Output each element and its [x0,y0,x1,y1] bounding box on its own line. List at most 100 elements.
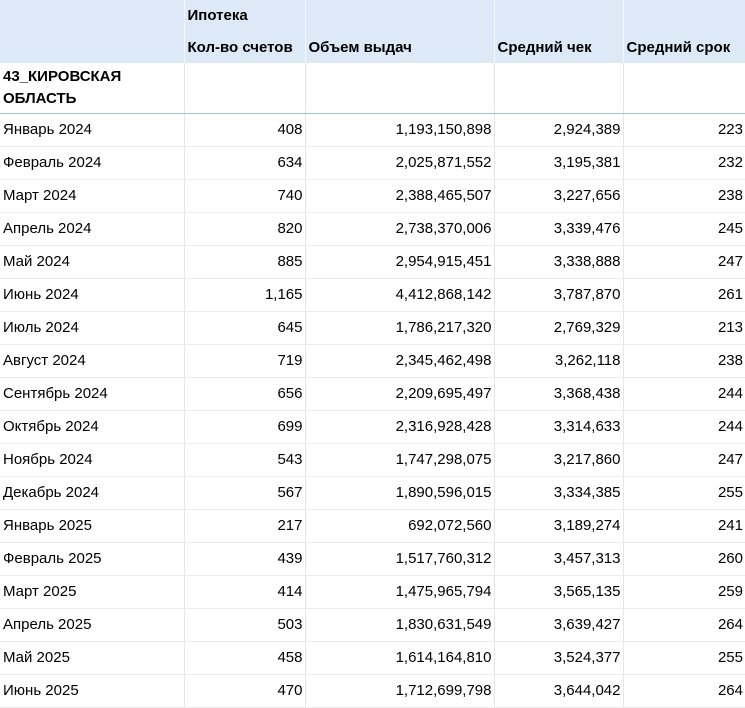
avg-check-cell[interactable]: 2,769,329 [494,311,624,345]
avg-term-cell[interactable]: 238 [623,179,745,213]
accounts-cell[interactable]: 414 [184,575,306,609]
month-cell[interactable]: Апрель 2025 [0,608,185,642]
accounts-cell[interactable]: 503 [184,608,306,642]
accounts-cell[interactable]: 408 [184,113,306,147]
avg-term-cell[interactable]: 260 [623,542,745,576]
avg-term-cell[interactable]: 247 [623,443,745,477]
header-blank-cell[interactable] [0,0,185,32]
avg-term-cell[interactable]: 255 [623,641,745,675]
avg-term-cell[interactable]: 264 [623,674,745,708]
region-blank-cell[interactable] [184,63,306,114]
avg-term-cell[interactable]: 232 [623,146,745,180]
column-header-volume[interactable]: Объем выдач [305,32,495,63]
volume-cell[interactable]: 692,072,560 [305,509,495,543]
avg-term-cell[interactable]: 247 [623,245,745,279]
volume-cell[interactable]: 1,193,150,898 [305,113,495,147]
avg-check-cell[interactable]: 3,314,633 [494,410,624,444]
avg-term-cell[interactable]: 244 [623,377,745,411]
volume-cell[interactable]: 2,738,370,006 [305,212,495,246]
accounts-cell[interactable]: 1,165 [184,278,306,312]
month-cell[interactable]: Август 2024 [0,344,185,378]
region-name-cell[interactable]: 43_КИРОВСКАЯ ОБЛАСТЬ [0,63,185,114]
region-blank-cell[interactable] [305,63,495,114]
avg-term-cell[interactable]: 213 [623,311,745,345]
avg-check-cell[interactable]: 3,217,860 [494,443,624,477]
avg-check-cell[interactable]: 3,457,313 [494,542,624,576]
month-cell[interactable]: Март 2024 [0,179,185,213]
month-cell[interactable]: Ноябрь 2024 [0,443,185,477]
avg-check-cell[interactable]: 3,644,042 [494,674,624,708]
avg-check-cell[interactable]: 3,227,656 [494,179,624,213]
accounts-cell[interactable]: 885 [184,245,306,279]
accounts-cell[interactable]: 458 [184,641,306,675]
avg-term-cell[interactable]: 241 [623,509,745,543]
volume-cell[interactable]: 2,388,465,507 [305,179,495,213]
avg-term-cell[interactable]: 244 [623,410,745,444]
avg-term-cell[interactable]: 259 [623,575,745,609]
header-blank-cell[interactable] [0,32,185,63]
volume-cell[interactable]: 2,316,928,428 [305,410,495,444]
accounts-cell[interactable]: 656 [184,377,306,411]
accounts-cell[interactable]: 699 [184,410,306,444]
avg-term-cell[interactable]: 261 [623,278,745,312]
avg-check-cell[interactable]: 3,334,385 [494,476,624,510]
accounts-cell[interactable]: 645 [184,311,306,345]
volume-cell[interactable]: 4,412,868,142 [305,278,495,312]
accounts-cell[interactable]: 820 [184,212,306,246]
avg-check-cell[interactable]: 3,368,438 [494,377,624,411]
month-cell[interactable]: Июль 2024 [0,311,185,345]
avg-check-cell[interactable]: 3,262,118 [494,344,624,378]
volume-cell[interactable]: 1,517,760,312 [305,542,495,576]
header-blank-cell[interactable] [494,0,624,32]
avg-check-cell[interactable]: 3,339,476 [494,212,624,246]
volume-cell[interactable]: 2,209,695,497 [305,377,495,411]
volume-cell[interactable]: 1,830,631,549 [305,608,495,642]
volume-cell[interactable]: 1,475,965,794 [305,575,495,609]
volume-cell[interactable]: 2,954,915,451 [305,245,495,279]
avg-term-cell[interactable]: 264 [623,608,745,642]
column-header-avg-check[interactable]: Средний чек [494,32,624,63]
month-cell[interactable]: Январь 2025 [0,509,185,543]
region-blank-cell[interactable] [623,63,745,114]
avg-term-cell[interactable]: 245 [623,212,745,246]
month-cell[interactable]: Сентябрь 2024 [0,377,185,411]
header-group-label[interactable]: Ипотека [184,0,306,32]
month-cell[interactable]: Февраль 2025 [0,542,185,576]
avg-check-cell[interactable]: 3,787,870 [494,278,624,312]
accounts-cell[interactable]: 543 [184,443,306,477]
avg-check-cell[interactable]: 3,524,377 [494,641,624,675]
column-header-accounts[interactable]: Кол-во счетов [184,32,306,63]
volume-cell[interactable]: 2,025,871,552 [305,146,495,180]
region-blank-cell[interactable] [494,63,624,114]
avg-term-cell[interactable]: 223 [623,113,745,147]
month-cell[interactable]: Январь 2024 [0,113,185,147]
accounts-cell[interactable]: 567 [184,476,306,510]
month-cell[interactable]: Май 2025 [0,641,185,675]
volume-cell[interactable]: 1,747,298,075 [305,443,495,477]
accounts-cell[interactable]: 439 [184,542,306,576]
month-cell[interactable]: Июнь 2025 [0,674,185,708]
volume-cell[interactable]: 2,345,462,498 [305,344,495,378]
header-blank-cell[interactable] [623,0,745,32]
avg-check-cell[interactable]: 2,924,389 [494,113,624,147]
month-cell[interactable]: Март 2025 [0,575,185,609]
column-header-avg-term[interactable]: Средний срок [623,32,745,63]
avg-check-cell[interactable]: 3,565,135 [494,575,624,609]
avg-check-cell[interactable]: 3,195,381 [494,146,624,180]
avg-term-cell[interactable]: 238 [623,344,745,378]
month-cell[interactable]: Октябрь 2024 [0,410,185,444]
accounts-cell[interactable]: 634 [184,146,306,180]
avg-check-cell[interactable]: 3,338,888 [494,245,624,279]
accounts-cell[interactable]: 470 [184,674,306,708]
volume-cell[interactable]: 1,614,164,810 [305,641,495,675]
month-cell[interactable]: Февраль 2024 [0,146,185,180]
volume-cell[interactable]: 1,890,596,015 [305,476,495,510]
header-blank-cell[interactable] [305,0,495,32]
accounts-cell[interactable]: 740 [184,179,306,213]
accounts-cell[interactable]: 217 [184,509,306,543]
accounts-cell[interactable]: 719 [184,344,306,378]
volume-cell[interactable]: 1,712,699,798 [305,674,495,708]
month-cell[interactable]: Апрель 2024 [0,212,185,246]
month-cell[interactable]: Июнь 2024 [0,278,185,312]
avg-check-cell[interactable]: 3,639,427 [494,608,624,642]
